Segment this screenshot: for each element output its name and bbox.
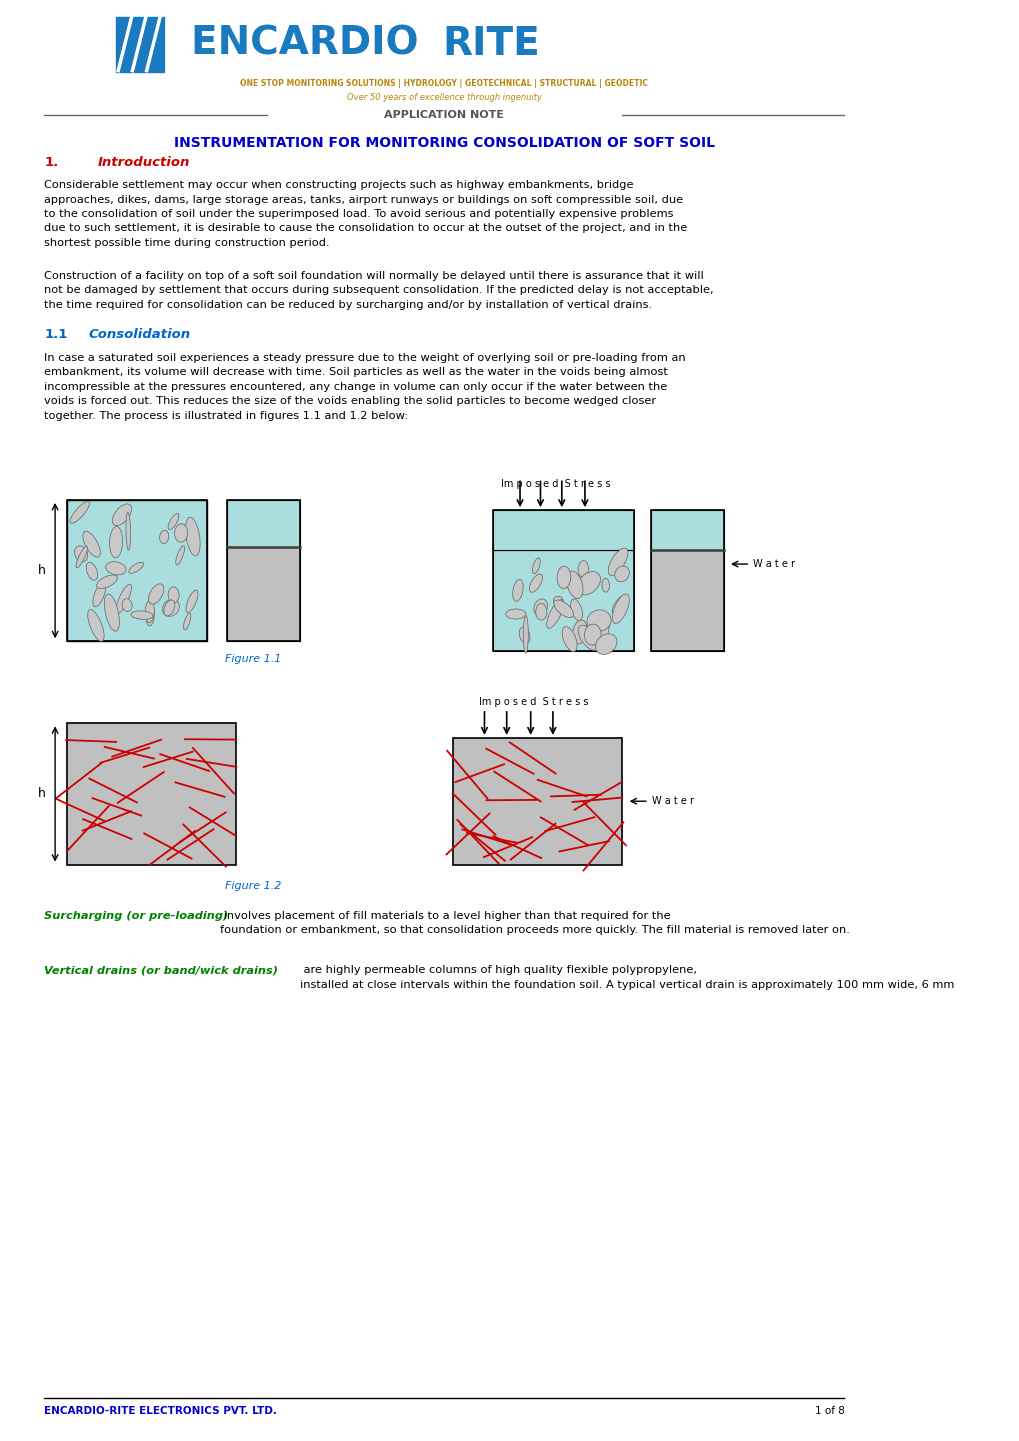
Text: RITE: RITE (442, 24, 540, 63)
Bar (226, 500, 300, 546)
Ellipse shape (533, 599, 547, 615)
Ellipse shape (611, 594, 629, 624)
Bar (226, 546, 300, 641)
Text: Figure 1.2: Figure 1.2 (225, 882, 281, 891)
Ellipse shape (183, 614, 191, 630)
Ellipse shape (535, 604, 546, 620)
Ellipse shape (109, 526, 122, 558)
Ellipse shape (566, 571, 583, 598)
Ellipse shape (595, 634, 616, 654)
Bar (493, 510, 633, 549)
Text: 1.1: 1.1 (45, 327, 67, 342)
Ellipse shape (519, 627, 530, 643)
FancyBboxPatch shape (115, 17, 164, 72)
Ellipse shape (125, 513, 130, 550)
Ellipse shape (97, 575, 117, 588)
Ellipse shape (532, 558, 540, 574)
Ellipse shape (149, 584, 164, 604)
Ellipse shape (572, 620, 587, 644)
Ellipse shape (168, 513, 178, 529)
Ellipse shape (553, 599, 573, 618)
Ellipse shape (584, 624, 600, 646)
Ellipse shape (162, 599, 179, 617)
Ellipse shape (87, 562, 98, 581)
Bar (493, 549, 633, 651)
Ellipse shape (112, 504, 131, 526)
Ellipse shape (546, 599, 564, 628)
Ellipse shape (576, 572, 600, 595)
Text: ENCARDIO: ENCARDIO (191, 24, 432, 63)
Ellipse shape (70, 501, 90, 523)
Ellipse shape (601, 578, 609, 592)
Bar (650, 510, 722, 549)
Ellipse shape (561, 627, 577, 651)
Ellipse shape (83, 532, 100, 558)
Text: ONE STOP MONITORING SOLUTIONS | HYDROLOGY | GEOTECHNICAL | STRUCTURAL | GEODETIC: ONE STOP MONITORING SOLUTIONS | HYDROLOG… (240, 79, 648, 88)
Bar (650, 549, 722, 651)
Text: involves placement of fill materials to a level higher than that required for th: involves placement of fill materials to … (220, 911, 850, 935)
Ellipse shape (174, 525, 187, 542)
Bar (66, 500, 207, 641)
Text: INSTRUMENTATION FOR MONITORING CONSOLIDATION OF SOFT SOIL: INSTRUMENTATION FOR MONITORING CONSOLIDA… (174, 135, 714, 150)
Bar (66, 500, 207, 641)
Bar (493, 510, 633, 651)
Ellipse shape (523, 615, 528, 653)
Bar (66, 723, 235, 865)
Ellipse shape (106, 562, 126, 575)
Text: Vertical drains (or band/wick drains): Vertical drains (or band/wick drains) (45, 965, 278, 976)
Ellipse shape (614, 566, 629, 582)
Text: W a t e r: W a t e r (752, 559, 794, 569)
Text: Figure 1.1: Figure 1.1 (225, 654, 281, 663)
Ellipse shape (505, 610, 526, 620)
Ellipse shape (146, 605, 154, 625)
Ellipse shape (104, 594, 119, 631)
Ellipse shape (159, 530, 168, 543)
Text: h: h (39, 563, 46, 578)
Ellipse shape (122, 598, 132, 611)
Ellipse shape (175, 546, 184, 565)
Text: Over 50 years of excellence through ingenuity: Over 50 years of excellence through inge… (346, 94, 541, 102)
Ellipse shape (145, 601, 154, 623)
Ellipse shape (168, 586, 179, 602)
Ellipse shape (74, 546, 88, 562)
Ellipse shape (586, 610, 610, 631)
Ellipse shape (185, 591, 198, 612)
Ellipse shape (578, 625, 599, 650)
Text: 1 of 8: 1 of 8 (814, 1406, 844, 1415)
Text: Im p o s e d  S t r e s s: Im p o s e d S t r e s s (478, 697, 588, 706)
Text: Consolidation: Consolidation (89, 327, 191, 342)
Bar (226, 500, 300, 641)
Ellipse shape (88, 610, 104, 641)
Ellipse shape (578, 561, 588, 576)
Ellipse shape (128, 562, 144, 574)
Text: 1.: 1. (45, 156, 59, 170)
Ellipse shape (75, 546, 88, 568)
Text: h: h (39, 787, 46, 801)
Ellipse shape (164, 599, 174, 615)
Ellipse shape (529, 574, 542, 592)
Text: Surcharging (or pre-loading): Surcharging (or pre-loading) (45, 911, 228, 921)
Ellipse shape (597, 620, 608, 651)
Ellipse shape (513, 579, 523, 601)
Bar (452, 738, 622, 865)
Ellipse shape (556, 566, 571, 589)
Ellipse shape (116, 584, 131, 614)
Ellipse shape (611, 595, 624, 612)
Text: APPLICATION NOTE: APPLICATION NOTE (384, 111, 504, 120)
Text: are highly permeable columns of high quality flexible polypropylene,
installed a: are highly permeable columns of high qua… (301, 965, 954, 990)
Text: Construction of a facility on top of a soft soil foundation will normally be del: Construction of a facility on top of a s… (45, 271, 713, 310)
Text: Im p o s e d  S t r e s s: Im p o s e d S t r e s s (500, 480, 609, 488)
Ellipse shape (185, 517, 200, 556)
Ellipse shape (570, 599, 582, 621)
Text: Introduction: Introduction (98, 156, 190, 170)
Text: W a t e r: W a t e r (651, 797, 693, 806)
Text: ENCARDIO-RITE ELECTRONICS PVT. LTD.: ENCARDIO-RITE ELECTRONICS PVT. LTD. (45, 1406, 277, 1415)
Ellipse shape (607, 548, 628, 575)
Ellipse shape (553, 597, 562, 607)
Text: Considerable settlement may occur when constructing projects such as highway emb: Considerable settlement may occur when c… (45, 180, 687, 248)
Text: In case a saturated soil experiences a steady pressure due to the weight of over: In case a saturated soil experiences a s… (45, 353, 686, 421)
Ellipse shape (130, 611, 153, 620)
Bar (650, 510, 722, 651)
Ellipse shape (93, 584, 105, 607)
